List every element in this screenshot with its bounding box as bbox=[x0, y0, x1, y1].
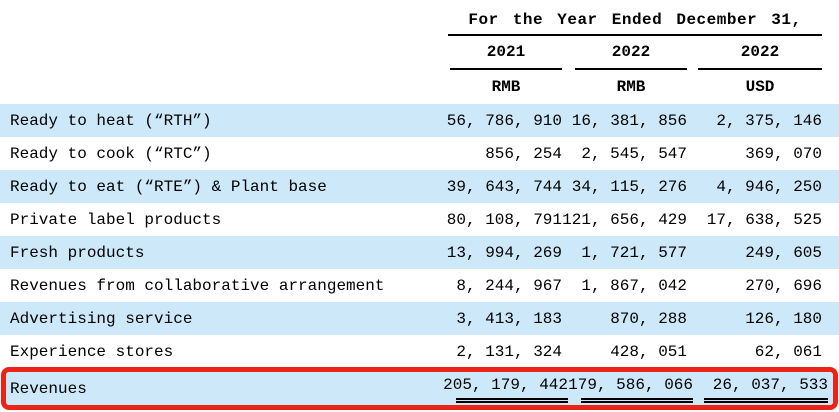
value-2021-rmb: 8, 244, 967 bbox=[456, 276, 562, 295]
table-row: Experience stores 2, 131, 324 428, 051 6… bbox=[0, 335, 839, 368]
row-label: Fresh products bbox=[10, 243, 145, 262]
table-period-header: For the Year Ended December 31, bbox=[448, 10, 822, 36]
value-2022-rmb: 1, 867, 042 bbox=[581, 276, 687, 295]
value-2022-rmb: 16, 381, 856 bbox=[571, 111, 687, 130]
row-label: Advertising service bbox=[10, 309, 193, 328]
value-2022-usd: 2, 375, 146 bbox=[716, 111, 822, 130]
row-label: Experience stores bbox=[10, 342, 174, 361]
currency-label-rmb-2022: RMB bbox=[616, 78, 646, 96]
table-row: Ready to heat (“RTH”) 56, 786, 910 16, 3… bbox=[0, 104, 839, 137]
total-2022-usd: 26, 037, 533 bbox=[704, 375, 828, 403]
value-2021-rmb: 3, 413, 183 bbox=[456, 309, 562, 328]
value-2022-rmb: 2, 545, 547 bbox=[581, 144, 687, 163]
table-row: Ready to eat (“RTE”) & Plant base 39, 64… bbox=[0, 170, 839, 203]
row-label: Private label products bbox=[10, 210, 222, 229]
value-2022-usd: 62, 061 bbox=[754, 342, 822, 361]
row-label: Revenues from collaborative arrangement bbox=[10, 276, 385, 295]
total-row-label: Revenues bbox=[10, 379, 87, 398]
table-row: Advertising service 3, 413, 183 870, 288… bbox=[0, 302, 839, 335]
total-2021-rmb: 205, 179, 442 bbox=[443, 375, 568, 403]
value-2022-rmb: 121, 656, 429 bbox=[562, 210, 687, 229]
revenues-total-row: Revenues 205, 179, 442 179, 586, 066 26,… bbox=[6, 372, 833, 405]
year-column-2022-usd: 2022 bbox=[698, 36, 822, 70]
value-2021-rmb: 56, 786, 910 bbox=[446, 111, 562, 130]
value-2022-rmb: 1, 721, 577 bbox=[581, 243, 687, 262]
currency-label-rmb-2021: RMB bbox=[491, 78, 521, 96]
value-2022-usd: 17, 638, 525 bbox=[706, 210, 822, 229]
period-header-label: For the Year Ended December 31, bbox=[468, 11, 802, 29]
value-2021-rmb: 80, 108, 791 bbox=[446, 210, 562, 229]
year-column-2021: 2021 bbox=[450, 36, 562, 70]
red-annotation-box: Revenues 205, 179, 442 179, 586, 066 26,… bbox=[1, 367, 838, 410]
value-2021-rmb: 856, 254 bbox=[485, 144, 562, 163]
total-2022-rmb: 179, 586, 066 bbox=[568, 375, 693, 403]
year-header-row: 2021 2022 2022 bbox=[450, 36, 839, 70]
table-row: Revenues from collaborative arrangement … bbox=[0, 269, 839, 302]
value-2021-rmb: 39, 643, 744 bbox=[446, 177, 562, 196]
table-row: Private label products 80, 108, 791 121,… bbox=[0, 203, 839, 236]
value-2022-usd: 126, 180 bbox=[745, 309, 822, 328]
value-2022-rmb: 870, 288 bbox=[610, 309, 687, 328]
row-label: Ready to cook (“RTC”) bbox=[10, 144, 212, 163]
currency-label-usd-2022: USD bbox=[745, 78, 775, 96]
value-2022-usd: 270, 696 bbox=[745, 276, 822, 295]
table-row: Ready to cook (“RTC”) 856, 254 2, 545, 5… bbox=[0, 137, 839, 170]
value-2022-usd: 369, 070 bbox=[745, 144, 822, 163]
row-label: Ready to eat (“RTE”) & Plant base bbox=[10, 177, 327, 196]
value-2022-rmb: 428, 051 bbox=[610, 342, 687, 361]
year-column-2022-rmb: 2022 bbox=[575, 36, 687, 70]
value-2021-rmb: 2, 131, 324 bbox=[456, 342, 562, 361]
value-2022-rmb: 34, 115, 276 bbox=[571, 177, 687, 196]
row-label: Ready to heat (“RTH”) bbox=[10, 111, 212, 130]
value-2022-usd: 249, 605 bbox=[745, 243, 822, 262]
currency-header-row: RMB RMB USD bbox=[450, 70, 839, 104]
table-row: Fresh products 13, 994, 269 1, 721, 577 … bbox=[0, 236, 839, 269]
value-2022-usd: 4, 946, 250 bbox=[716, 177, 822, 196]
value-2021-rmb: 13, 994, 269 bbox=[446, 243, 562, 262]
